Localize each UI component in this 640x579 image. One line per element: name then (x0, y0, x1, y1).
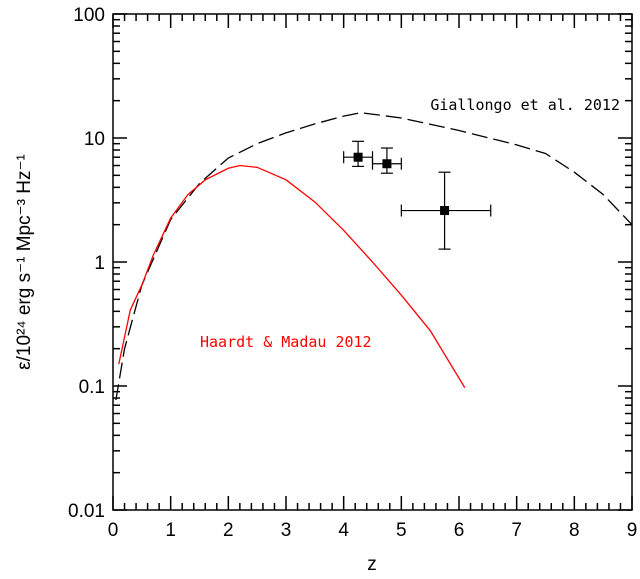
y-axis-label: ε/10²⁴ erg s⁻¹ Mpc⁻³ Hz⁻¹ (14, 154, 35, 370)
series-annotation: Giallongo et al. 2012 (430, 96, 620, 114)
y-tick-label: 100 (73, 5, 105, 26)
x-tick-label: 0 (108, 520, 119, 541)
y-tick-label: 0.1 (79, 377, 105, 398)
x-tick-label: 9 (627, 520, 638, 541)
x-tick-label: 2 (223, 520, 234, 541)
data-line (118, 164, 466, 388)
x-tick-label: 8 (569, 520, 580, 541)
y-tick-label: 0.01 (68, 501, 105, 522)
x-tick-label: 4 (338, 520, 349, 541)
y-tick-label: 10 (84, 129, 105, 150)
data-point (440, 206, 450, 216)
data-point (382, 159, 392, 169)
data-point (353, 152, 363, 162)
x-tick-label: 5 (396, 520, 407, 541)
x-axis-label: z (367, 554, 377, 575)
x-tick-label: 7 (511, 520, 522, 541)
series-annotation: Haardt & Madau 2012 (200, 333, 372, 351)
x-tick-label: 6 (454, 520, 465, 541)
x-tick-label: 3 (281, 520, 292, 541)
data-line (115, 112, 633, 401)
x-tick-label: 1 (165, 520, 176, 541)
y-tick-label: 1 (94, 253, 105, 274)
